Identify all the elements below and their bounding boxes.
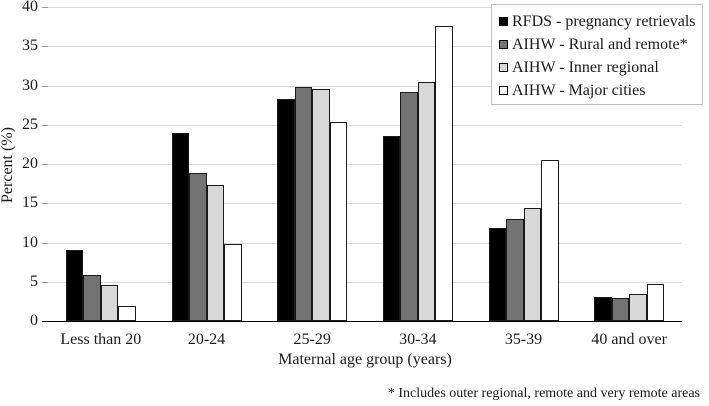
y-tick-40 <box>42 7 48 8</box>
x-category-label: 35-39 <box>504 331 543 348</box>
x-axis-line <box>42 321 682 322</box>
bar-20-24-series-1 <box>189 172 207 321</box>
legend-label: RFDS - pregnancy retrievals <box>512 12 696 30</box>
bar-30-34-series-1 <box>400 91 418 321</box>
gridline-20 <box>48 164 682 165</box>
bar-35-39-series-1 <box>506 218 524 321</box>
y-tick-15 <box>42 203 48 205</box>
y-tick-35 <box>42 46 48 48</box>
legend-item-1: AIHW - Rural and remote* <box>499 33 702 56</box>
footnote: * Includes outer regional, remote and ve… <box>387 386 700 401</box>
y-tick-25 <box>42 124 48 126</box>
gridline-15 <box>48 203 682 205</box>
y-tick-label-15: 15 <box>22 194 38 212</box>
gridline-5 <box>48 281 682 283</box>
legend-item-0: RFDS - pregnancy retrievals <box>499 10 702 33</box>
x-axis-title: Maternal age group (years) <box>278 351 452 368</box>
gridline-35 <box>48 46 682 48</box>
legend: RFDS - pregnancy retrievals AIHW - Rural … <box>491 4 703 105</box>
y-tick-30 <box>42 85 48 87</box>
bar-35-39-series-0 <box>488 227 506 321</box>
gridline-10 <box>48 242 682 244</box>
bar-20-24-series-0 <box>171 132 189 321</box>
bar-40-and-over-series-2 <box>629 294 647 321</box>
legend-swatch-icon <box>499 17 508 26</box>
bar-less-than-20-series-2 <box>100 284 119 321</box>
bar-25-29-series-1 <box>294 87 313 321</box>
y-tick-label-10: 10 <box>22 233 38 251</box>
y-tick-label-40: 40 <box>22 0 38 15</box>
y-tick-label-20: 20 <box>22 155 38 172</box>
x-category-label: 20-24 <box>187 331 226 348</box>
x-category-label: 40 and over <box>591 331 667 348</box>
y-tick-label-0: 0 <box>30 312 38 329</box>
bar-25-29-series-2 <box>312 88 330 321</box>
y-tick-5 <box>42 281 48 283</box>
bar-25-29-series-0 <box>277 98 295 321</box>
legend-swatch-icon <box>499 40 508 49</box>
bar-30-34-series-3 <box>435 25 453 321</box>
bar-20-24-series-3 <box>224 244 242 321</box>
x-category-label: 25-29 <box>293 331 331 348</box>
bar-20-24-series-2 <box>206 185 224 321</box>
bar-less-than-20-series-0 <box>65 250 84 321</box>
legend-label: AIHW - Major cities <box>512 81 646 99</box>
bar-25-29-series-3 <box>329 122 348 321</box>
gridline-30 <box>48 85 682 87</box>
gridline-40 <box>48 7 682 8</box>
y-tick-label-30: 30 <box>22 76 38 94</box>
bar-35-39-series-2 <box>523 207 541 321</box>
bar-less-than-20-series-1 <box>83 274 101 321</box>
bar-30-34-series-2 <box>417 81 436 321</box>
legend-swatch-icon <box>499 63 508 72</box>
y-tick-10 <box>42 242 48 244</box>
bar-30-34-series-0 <box>382 135 401 321</box>
x-category-label: Less than 20 <box>60 331 142 348</box>
legend-item-3: AIHW - Major cities <box>499 79 702 102</box>
gridline-25 <box>48 124 682 126</box>
legend-label: AIHW - Rural and remote* <box>512 35 688 53</box>
bar-35-39-series-3 <box>541 160 559 321</box>
y-tick-label-5: 5 <box>30 272 38 290</box>
bar-40-and-over-series-0 <box>594 297 612 321</box>
legend-label: AIHW - Inner regional <box>512 58 659 76</box>
bar-40-and-over-series-3 <box>646 284 665 321</box>
bar-40-and-over-series-1 <box>611 298 630 321</box>
bar-less-than-20-series-3 <box>118 306 136 321</box>
y-tick-20 <box>42 164 48 165</box>
legend-swatch-icon <box>499 86 508 95</box>
y-tick-label-25: 25 <box>22 115 38 133</box>
y-tick-label-35: 35 <box>22 37 38 55</box>
x-category-label: 30-34 <box>399 331 437 348</box>
legend-item-2: AIHW - Inner regional <box>499 56 702 79</box>
